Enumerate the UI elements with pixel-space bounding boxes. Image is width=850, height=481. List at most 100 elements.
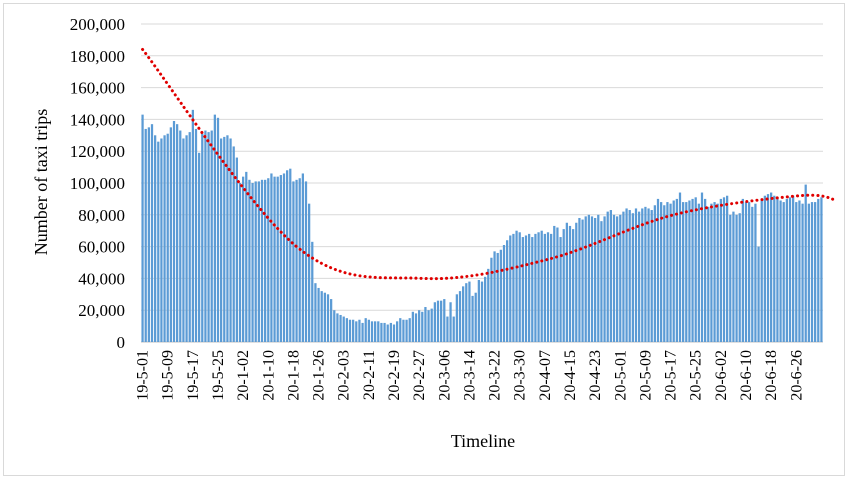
bar (691, 198, 694, 342)
bar (788, 197, 792, 342)
bar (377, 321, 380, 342)
bar (430, 308, 433, 342)
x-tick-label: 20-4-23 (587, 350, 604, 401)
bar (474, 292, 477, 342)
bar (267, 178, 270, 342)
bar (238, 183, 242, 342)
bar (392, 324, 396, 342)
y-tick-labels: 0 20,000 40,000 60,000 80,000 100,000 120,000 1… (70, 15, 125, 352)
bar (682, 202, 685, 342)
bar (458, 291, 462, 342)
bar (242, 176, 245, 342)
y-tick-label: 20,000 (78, 301, 125, 320)
bar (528, 233, 531, 342)
bar (751, 206, 754, 342)
x-tick-label: 20-5-25 (688, 350, 705, 401)
bar (722, 197, 726, 342)
bar (157, 141, 160, 342)
bar (710, 203, 713, 342)
bar (499, 249, 502, 342)
bar (352, 319, 355, 342)
bar (521, 237, 524, 342)
bar (298, 178, 301, 342)
bar (336, 313, 339, 342)
bar (210, 130, 213, 342)
y-tick-label: 0 (117, 333, 126, 352)
x-tick-label: 19-5-25 (210, 350, 227, 401)
bar (179, 130, 182, 342)
bar (433, 302, 436, 342)
bar (355, 321, 358, 342)
bar (326, 294, 330, 342)
bar (669, 203, 672, 342)
x-tick-label: 20-3-14 (461, 350, 478, 401)
bar (594, 217, 597, 342)
bar (213, 114, 216, 342)
bar (493, 251, 496, 342)
bar (198, 152, 201, 342)
bar (744, 202, 748, 342)
bar (408, 318, 411, 342)
x-tick-label: 20-5-17 (663, 350, 680, 401)
bar (279, 175, 282, 342)
bar (666, 202, 669, 342)
bar (424, 307, 427, 342)
bar (449, 302, 452, 342)
bar (641, 208, 644, 342)
bar (688, 200, 691, 342)
y-tick-label: 200,000 (70, 15, 125, 34)
bar (782, 202, 785, 342)
bar (707, 206, 710, 342)
bar (276, 176, 279, 342)
bar (675, 198, 678, 342)
x-tick-label: 20-6-26 (788, 350, 805, 401)
bar (804, 184, 807, 342)
bar (785, 198, 788, 342)
bar (295, 179, 298, 342)
bar (537, 232, 540, 342)
bar (609, 210, 612, 342)
bar (770, 192, 773, 342)
bar (634, 208, 638, 342)
bar (550, 233, 553, 342)
bar (553, 225, 556, 342)
bar (600, 221, 603, 342)
bar (795, 202, 798, 342)
bar (628, 210, 631, 342)
bar (738, 213, 741, 342)
bar (801, 203, 804, 342)
bar (531, 237, 534, 342)
bar (716, 203, 719, 342)
bar (396, 321, 399, 342)
trendline-layer (141, 47, 839, 281)
bar (656, 198, 660, 342)
bar (556, 227, 559, 342)
bar (534, 233, 537, 342)
bar (323, 292, 326, 342)
bar (418, 310, 421, 342)
x-tick-label: 20-5-09 (637, 350, 654, 401)
bar (484, 276, 487, 342)
bar (286, 170, 289, 342)
y-axis-title: Number of taxi trips (31, 109, 51, 255)
x-tick-label: 20-3-06 (436, 350, 453, 401)
bar (465, 283, 468, 342)
bar (757, 246, 760, 342)
bar (810, 202, 814, 342)
bar (509, 235, 512, 342)
bar (330, 299, 333, 342)
bar (160, 138, 163, 342)
bar (380, 322, 383, 342)
bar (292, 181, 295, 342)
bar (606, 211, 609, 342)
bar (792, 195, 795, 342)
bar (254, 181, 257, 342)
bar (603, 216, 606, 342)
y-tick-label: 40,000 (78, 269, 125, 288)
x-tick-label: 19-5-09 (160, 350, 177, 401)
bar (147, 127, 150, 342)
bar (339, 314, 342, 342)
x-tick-label: 20-6-10 (738, 350, 755, 401)
bar (251, 183, 254, 342)
